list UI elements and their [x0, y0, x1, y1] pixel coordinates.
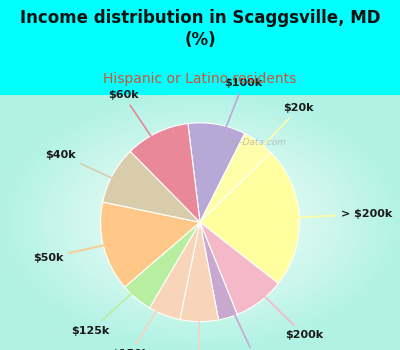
Text: $60k: $60k [108, 90, 176, 173]
Text: Hispanic or Latino residents: Hispanic or Latino residents [103, 72, 297, 86]
Wedge shape [130, 124, 200, 222]
Wedge shape [200, 222, 237, 320]
Text: $200k: $200k [233, 266, 323, 340]
Text: $20k: $20k [232, 103, 314, 178]
Text: City-Data.com: City-Data.com [223, 138, 287, 147]
Wedge shape [180, 222, 218, 322]
Text: Income distribution in Scaggsville, MD
(%): Income distribution in Scaggsville, MD (… [20, 9, 380, 49]
Text: $100k: $100k [210, 78, 262, 169]
Text: $50k: $50k [33, 236, 147, 262]
Wedge shape [200, 222, 278, 314]
Wedge shape [125, 222, 200, 308]
Wedge shape [103, 151, 200, 222]
Wedge shape [150, 222, 200, 320]
Text: $75k: $75k [184, 277, 214, 350]
Text: $30k: $30k [216, 274, 270, 350]
Text: $150k: $150k [111, 273, 180, 350]
Text: $40k: $40k [46, 150, 152, 196]
Text: $125k: $125k [71, 264, 165, 336]
Wedge shape [188, 123, 245, 222]
Wedge shape [200, 153, 299, 284]
Wedge shape [200, 133, 271, 222]
Wedge shape [101, 202, 200, 287]
Text: > $200k: > $200k [254, 209, 392, 219]
